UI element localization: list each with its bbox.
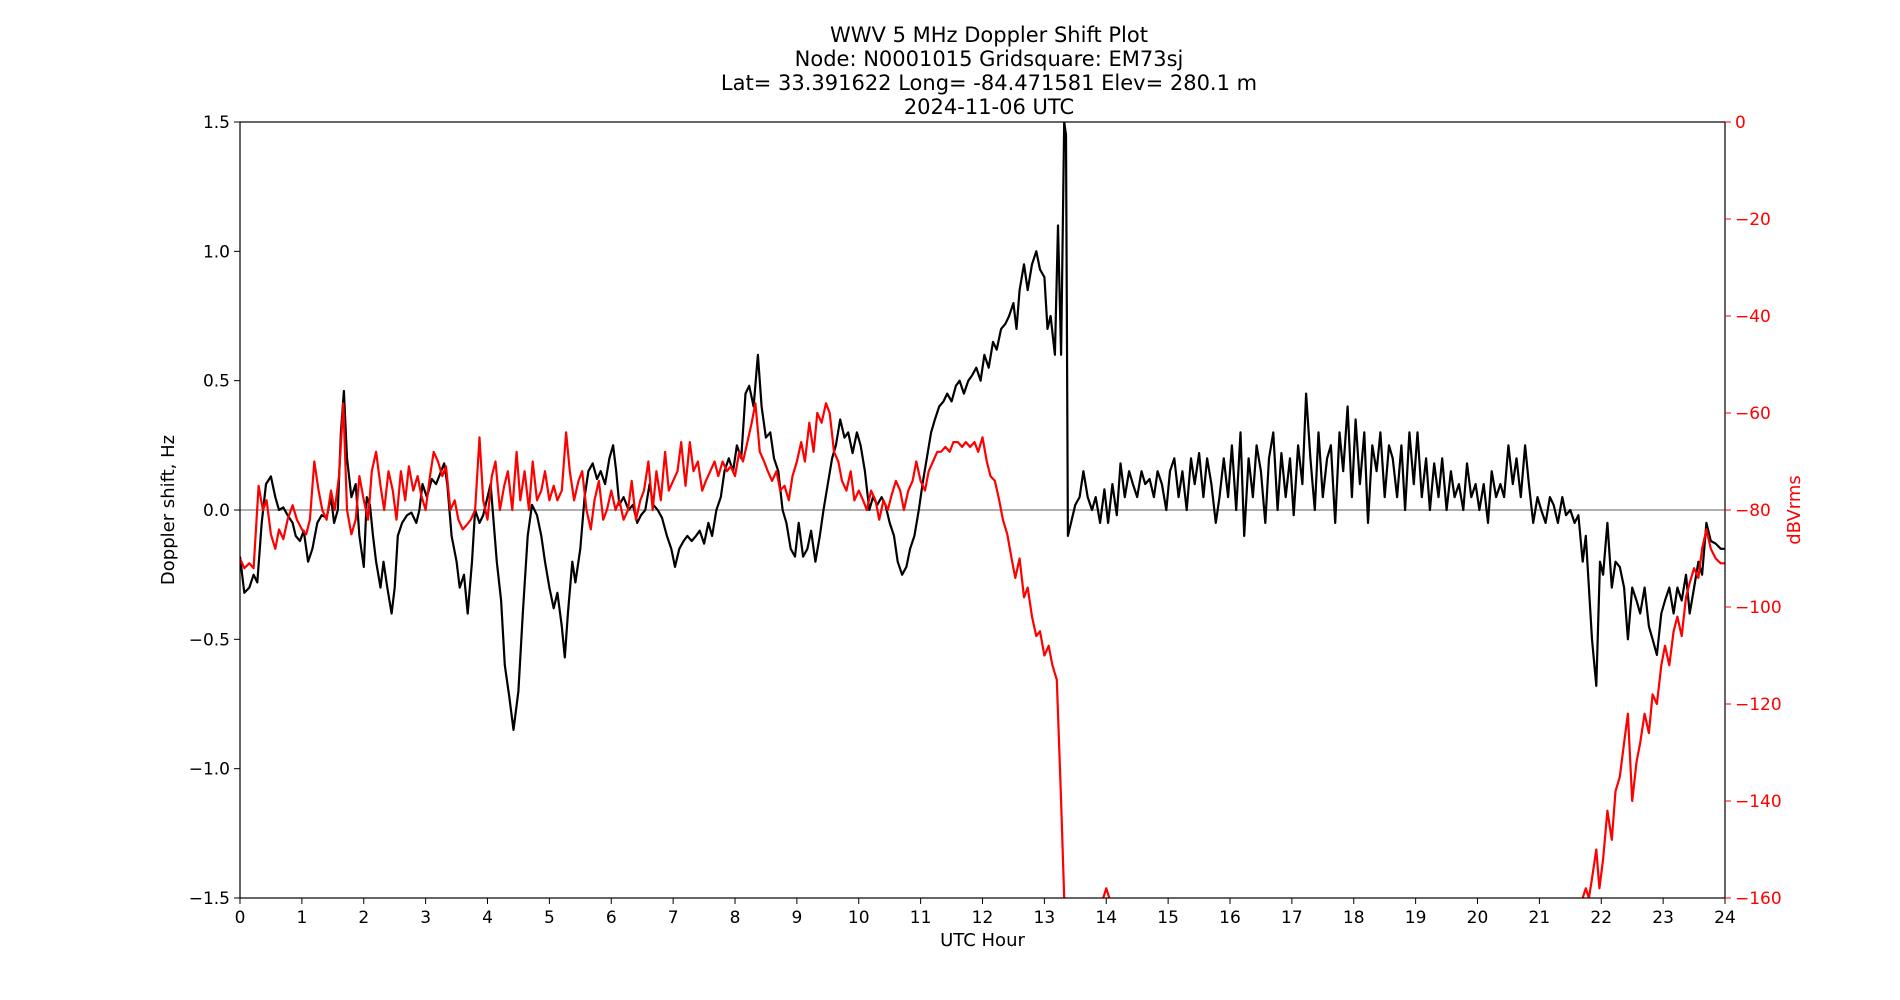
y-tick-label: −1.0 [189,760,230,780]
x-tick-label: 12 [972,908,994,928]
y-tick-label: 0.5 [203,372,230,392]
x-tick-label: 6 [606,908,617,928]
y2-tick-label: −60 [1735,404,1771,424]
x-tick-label: 1 [296,908,307,928]
y2-tick-label: −160 [1735,889,1782,909]
x-tick-label: 17 [1281,908,1303,928]
y2-axis-label: dBVrms [1784,475,1805,545]
dbvrms-series-line [240,402,1066,898]
x-axis-label: UTC Hour [940,930,1025,951]
x-tick-label: 23 [1652,908,1674,928]
doppler-series-line [240,122,1725,731]
title-line-2: Node: N0001015 Gridsquare: EM73sj [795,47,1184,71]
x-tick-label: 15 [1157,908,1179,928]
x-tick-label: 11 [910,908,932,928]
y2-tick-label: −40 [1735,307,1771,327]
x-tick-label: 5 [544,908,555,928]
x-tick-label: 13 [1034,908,1056,928]
x-tick-label: 8 [730,908,741,928]
x-tick-label: 24 [1714,908,1736,928]
y-axis-label: Doppler shift, Hz [158,435,179,585]
y-tick-label: −1.5 [189,889,230,909]
y-tick-label: 0.0 [203,501,230,521]
x-axis: 0 1 2 3 4 5 6 7 8 9 10 11 12 13 14 15 16 17 18 19 20 21 22 23 24 [235,898,1736,928]
chart-title: WWV 5 MHz Doppler Shift Plot Node: N0001… [721,23,1257,119]
x-tick-label: 7 [668,908,679,928]
y2-tick-label: −120 [1735,695,1782,715]
title-line-4: 2024-11-06 UTC [904,95,1074,119]
y2-tick-label: −20 [1735,210,1771,230]
y-axis-left: −1.5 −1.0 −0.5 0.0 0.5 1.0 1.5 [189,113,240,909]
x-tick-label: 19 [1405,908,1427,928]
x-tick-label: 16 [1219,908,1241,928]
series-layer [240,122,1725,898]
title-line-1: WWV 5 MHz Doppler Shift Plot [830,23,1148,47]
y2-tick-label: −100 [1735,598,1782,618]
x-tick-label: 0 [235,908,246,928]
y-axis-right: −160 −140 −120 −100 −80 −60 −40 −20 0 [1725,113,1782,909]
x-tick-label: 9 [791,908,802,928]
x-tick-label: 22 [1590,908,1612,928]
x-tick-label: 4 [482,908,493,928]
x-tick-label: 21 [1529,908,1551,928]
x-tick-label: 10 [848,908,870,928]
x-tick-label: 18 [1343,908,1365,928]
y-tick-label: −0.5 [189,630,230,650]
y-tick-label: 1.0 [203,242,230,262]
title-line-3: Lat= 33.391622 Long= -84.471581 Elev= 28… [721,71,1257,95]
y2-tick-label: −140 [1735,792,1782,812]
dbvrms-series-line-segment-2 [1102,887,1111,898]
x-tick-label: 14 [1095,908,1117,928]
y-tick-label: 1.5 [203,113,230,133]
x-tick-label: 3 [420,908,431,928]
x-tick-label: 2 [358,908,369,928]
y2-tick-label: 0 [1735,113,1746,133]
y2-tick-label: −80 [1735,501,1771,521]
x-tick-label: 20 [1467,908,1489,928]
dbvrms-series-line-segment-3 [1581,528,1725,898]
